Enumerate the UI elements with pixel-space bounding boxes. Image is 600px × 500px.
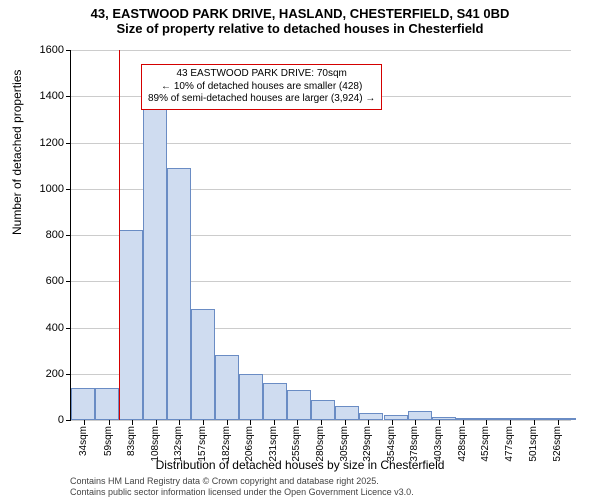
- ytick-label: 800: [24, 229, 64, 241]
- xtick-label: 59sqm: [103, 426, 114, 456]
- histogram-bar: [384, 415, 408, 420]
- ytick-mark: [66, 50, 71, 51]
- ytick-mark: [66, 189, 71, 190]
- histogram-bar: [432, 417, 456, 420]
- xtick-mark: [368, 420, 369, 425]
- xtick-label: 280sqm: [315, 426, 326, 462]
- gridline: [71, 50, 571, 51]
- histogram-bar: [408, 411, 432, 420]
- xtick-mark: [486, 420, 487, 425]
- xtick-label: 354sqm: [386, 426, 397, 462]
- plot-area: 43 EASTWOOD PARK DRIVE: 70sqm← 10% of de…: [70, 50, 571, 421]
- histogram-bar: [95, 388, 119, 420]
- histogram-bar: [456, 418, 480, 420]
- histogram-bar: [143, 101, 167, 420]
- footer-attribution: Contains HM Land Registry data © Crown c…: [70, 476, 414, 498]
- xtick-mark: [534, 420, 535, 425]
- xtick-label: 378sqm: [409, 426, 420, 462]
- histogram-bar: [263, 383, 287, 420]
- ytick-mark: [66, 328, 71, 329]
- ytick-label: 0: [24, 414, 64, 426]
- annotation-line-1: 43 EASTWOOD PARK DRIVE: 70sqm: [148, 68, 375, 81]
- xtick-label: 477sqm: [504, 426, 515, 462]
- footer-line-2: Contains public sector information licen…: [70, 487, 414, 498]
- title-line-1: 43, EASTWOOD PARK DRIVE, HASLAND, CHESTE…: [0, 6, 600, 21]
- chart-container: 43, EASTWOOD PARK DRIVE, HASLAND, CHESTE…: [0, 0, 600, 500]
- histogram-bar: [239, 374, 263, 420]
- histogram-bar: [552, 418, 576, 420]
- xtick-mark: [109, 420, 110, 425]
- histogram-bar: [311, 400, 335, 420]
- xtick-mark: [274, 420, 275, 425]
- xtick-label: 83sqm: [126, 426, 137, 456]
- annotation-line-2: ← 10% of detached houses are smaller (42…: [148, 81, 375, 94]
- ytick-label: 1600: [24, 44, 64, 56]
- xtick-mark: [156, 420, 157, 425]
- xtick-mark: [84, 420, 85, 425]
- histogram-bar: [167, 168, 191, 420]
- xtick-mark: [203, 420, 204, 425]
- ytick-label: 1000: [24, 183, 64, 195]
- annotation-box: 43 EASTWOOD PARK DRIVE: 70sqm← 10% of de…: [141, 64, 382, 110]
- xtick-mark: [510, 420, 511, 425]
- xtick-label: 305sqm: [339, 426, 350, 462]
- xtick-mark: [439, 420, 440, 425]
- histogram-bar: [191, 309, 215, 420]
- ytick-label: 200: [24, 368, 64, 380]
- annotation-line-3: 89% of semi-detached houses are larger (…: [148, 93, 375, 106]
- xtick-mark: [558, 420, 559, 425]
- xtick-label: 132sqm: [173, 426, 184, 462]
- title-line-2: Size of property relative to detached ho…: [0, 21, 600, 36]
- histogram-bar: [504, 418, 528, 420]
- xtick-label: 501sqm: [528, 426, 539, 462]
- xtick-label: 403sqm: [433, 426, 444, 462]
- ytick-mark: [66, 281, 71, 282]
- ytick-label: 1200: [24, 137, 64, 149]
- histogram-bar: [335, 406, 359, 420]
- xtick-label: 329sqm: [362, 426, 373, 462]
- ytick-mark: [66, 420, 71, 421]
- xtick-mark: [392, 420, 393, 425]
- xtick-label: 108sqm: [150, 426, 161, 462]
- y-axis-label: Number of detached properties: [10, 70, 24, 235]
- ytick-mark: [66, 235, 71, 236]
- histogram-bar: [528, 418, 552, 420]
- histogram-bar: [119, 230, 143, 420]
- xtick-label: 231sqm: [268, 426, 279, 462]
- xtick-label: 182sqm: [221, 426, 232, 462]
- xtick-label: 34sqm: [78, 426, 89, 456]
- xtick-mark: [227, 420, 228, 425]
- xtick-mark: [321, 420, 322, 425]
- xtick-label: 206sqm: [244, 426, 255, 462]
- ytick-label: 1400: [24, 90, 64, 102]
- xtick-mark: [415, 420, 416, 425]
- histogram-bar: [215, 355, 239, 420]
- xtick-mark: [250, 420, 251, 425]
- property-marker-line: [119, 50, 120, 420]
- ytick-mark: [66, 374, 71, 375]
- xtick-label: 452sqm: [480, 426, 491, 462]
- histogram-bar: [480, 418, 504, 420]
- xtick-label: 157sqm: [197, 426, 208, 462]
- chart-title: 43, EASTWOOD PARK DRIVE, HASLAND, CHESTE…: [0, 6, 600, 36]
- ytick-mark: [66, 96, 71, 97]
- xtick-mark: [179, 420, 180, 425]
- footer-line-1: Contains HM Land Registry data © Crown c…: [70, 476, 414, 487]
- histogram-bar: [71, 388, 95, 420]
- xtick-label: 526sqm: [552, 426, 563, 462]
- ytick-label: 400: [24, 322, 64, 334]
- xtick-label: 428sqm: [457, 426, 468, 462]
- xtick-label: 255sqm: [291, 426, 302, 462]
- histogram-bar: [287, 390, 311, 420]
- xtick-mark: [463, 420, 464, 425]
- xtick-mark: [345, 420, 346, 425]
- ytick-mark: [66, 143, 71, 144]
- xtick-mark: [132, 420, 133, 425]
- histogram-bar: [359, 413, 383, 420]
- xtick-mark: [297, 420, 298, 425]
- ytick-label: 600: [24, 275, 64, 287]
